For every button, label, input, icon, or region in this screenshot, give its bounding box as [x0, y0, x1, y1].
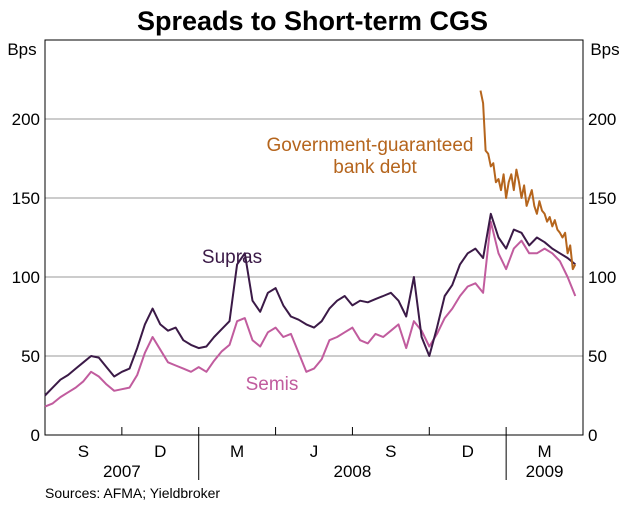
- series-lines: [44, 90, 577, 408]
- y-tick-label-right: 100: [588, 268, 616, 287]
- y-tick-label-left: 200: [12, 110, 40, 129]
- series-line-semis: [44, 220, 577, 408]
- y-tick-label-left: 0: [31, 426, 40, 445]
- gridlines: [45, 118, 583, 357]
- x-year-label: 2009: [526, 462, 564, 481]
- series-line-supras: [44, 212, 576, 397]
- x-year-label: 2007: [103, 462, 141, 481]
- x-tick-label: J: [310, 442, 319, 461]
- x-tick-label: M: [230, 442, 244, 461]
- y-tick-label-left: 100: [12, 268, 40, 287]
- series-line-govt-guaranteed: [479, 90, 577, 271]
- y-tick-label-right: 150: [588, 189, 616, 208]
- y-ticks-left: 0 50 100 150 200: [12, 110, 40, 445]
- y-tick-label-left: 150: [12, 189, 40, 208]
- x-tick-label: M: [537, 442, 551, 461]
- x-tick-label: D: [154, 442, 166, 461]
- y-tick-label-right: 0: [588, 426, 597, 445]
- x-ticks: S D M J S D M 2007 2008 2009: [78, 427, 564, 481]
- y-axis-unit-right: Bps: [590, 40, 619, 59]
- x-tick-label: S: [78, 442, 89, 461]
- y-axis-unit-left: Bps: [7, 40, 36, 59]
- plot-frame: [44, 39, 584, 436]
- label-semis: Semis: [246, 374, 299, 395]
- y-tick-label-right: 200: [588, 110, 616, 129]
- y-tick-label-left: 50: [21, 347, 40, 366]
- x-year-label: 2008: [334, 462, 372, 481]
- source-note: Sources: AFMA; Yieldbroker: [45, 485, 220, 501]
- label-govt-line1: Government-guaranteed: [266, 135, 473, 156]
- y-tick-label-right: 50: [588, 347, 607, 366]
- x-tick-label: D: [462, 442, 474, 461]
- x-tick-label: S: [385, 442, 396, 461]
- label-supras: Supras: [202, 247, 262, 268]
- chart-title: Spreads to Short-term CGS: [137, 6, 488, 36]
- label-govt-line2: bank debt: [333, 157, 417, 178]
- y-ticks-right: 0 50 100 150 200: [588, 110, 616, 445]
